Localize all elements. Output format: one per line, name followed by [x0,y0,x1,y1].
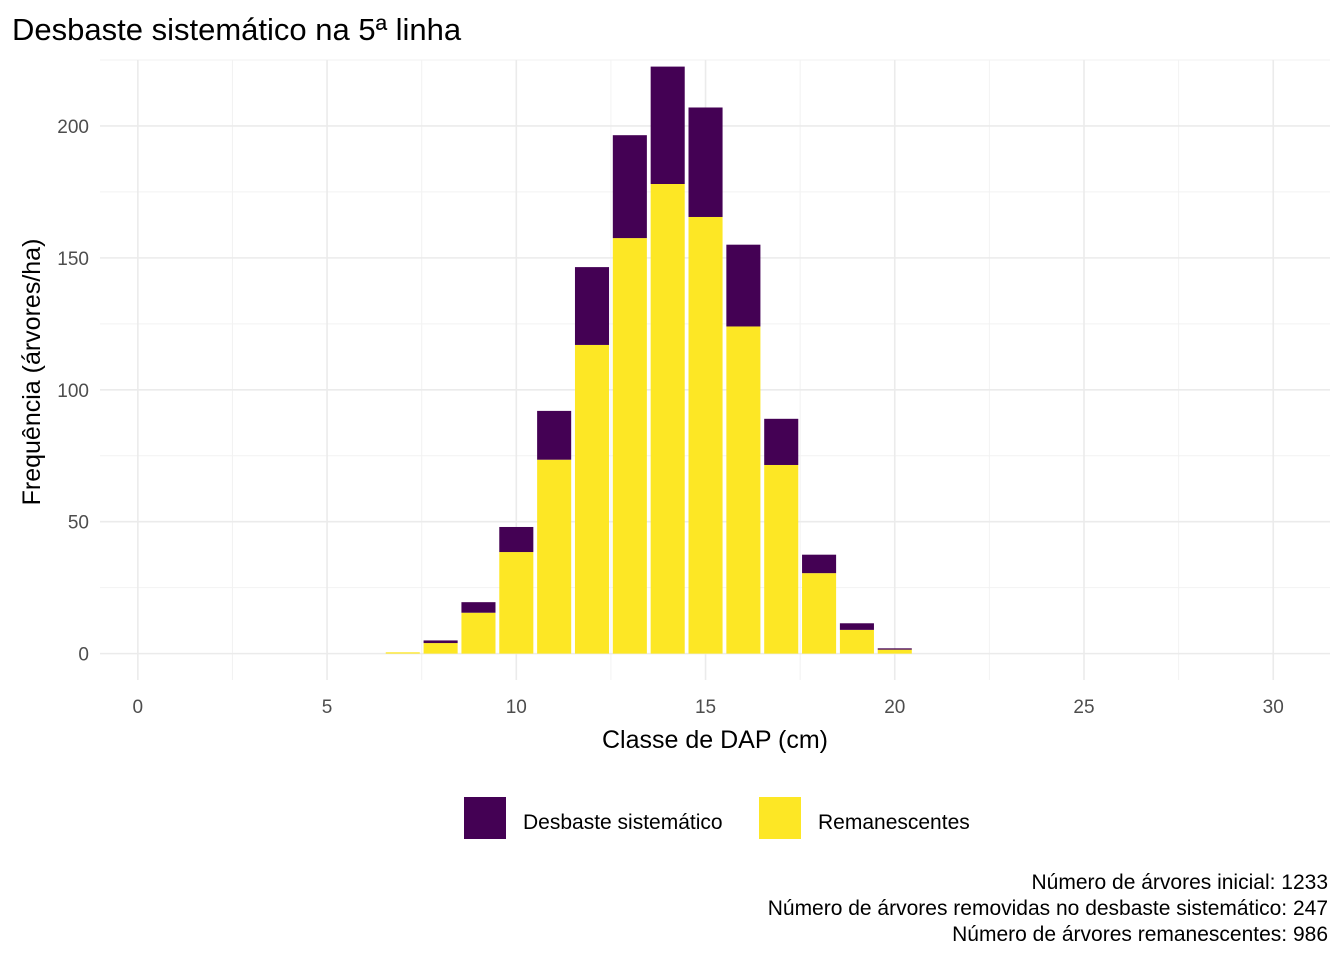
bar-desbaste [612,135,647,239]
bar-desbaste [688,107,723,217]
bar-remanescentes [764,464,799,654]
bar-remanescentes [688,216,723,654]
bar-desbaste [726,244,761,327]
bar-desbaste [537,410,572,460]
legend-label-remanescentes: Remanescentes [818,811,970,834]
y-tick-label: 100 [57,381,89,402]
caption-line-initial: Número de árvores inicial: 1233 [1032,871,1328,894]
x-tick-label: 30 [1263,697,1284,718]
bar-remanescentes [385,652,420,654]
legend-label-desbaste: Desbaste sistemático [523,811,723,834]
bar-desbaste [650,66,685,184]
x-axis-title: Classe de DAP (cm) [602,726,828,754]
bar-remanescentes [461,612,496,654]
bar-desbaste [877,648,912,650]
bar-desbaste [839,623,874,630]
bar-remanescentes [802,573,837,654]
x-tick-label: 0 [133,697,144,718]
bar-desbaste [574,267,610,345]
x-tick-labels: 0 5 10 15 20 25 30 [133,697,1284,718]
bar-desbaste [461,602,496,613]
x-tick-label: 20 [884,697,905,718]
caption-line-remaining: Número de árvores remanescentes: 986 [952,923,1328,946]
x-tick-label: 25 [1073,697,1094,718]
bar-remanescentes [612,238,647,654]
bar-desbaste [764,418,799,465]
bar-remanescentes [839,629,874,654]
caption: Número de árvores inicial: 1233 Número d… [768,871,1328,946]
legend: Desbaste sistemático Remanescentes [464,797,970,839]
legend-swatch-remanescentes [759,797,801,839]
bar-remanescentes [423,643,458,654]
y-tick-label: 150 [57,249,89,270]
caption-line-removed: Número de árvores removidas no desbaste … [768,897,1328,920]
x-tick-label: 15 [695,697,716,718]
bars [385,66,912,654]
y-tick-labels: 0 50 100 150 200 [57,117,89,666]
x-tick-label: 10 [506,697,527,718]
y-axis-title: Frequência (árvores/ha) [18,239,46,506]
x-tick-label: 5 [322,697,333,718]
y-tick-label: 50 [68,513,89,534]
legend-swatch-desbaste [464,797,506,839]
bar-remanescentes [499,552,534,654]
bar-remanescentes [650,184,685,654]
bar-desbaste [423,640,458,644]
bar-desbaste [499,526,534,553]
bar-remanescentes [877,649,912,654]
bar-remanescentes [574,344,610,654]
y-tick-label: 200 [57,117,89,138]
bar-desbaste [802,554,837,574]
chart-title: Desbaste sistemático na 5ª linha [12,12,462,47]
bar-remanescentes [726,326,761,654]
y-tick-label: 0 [78,645,89,666]
bar-remanescentes [537,459,572,654]
